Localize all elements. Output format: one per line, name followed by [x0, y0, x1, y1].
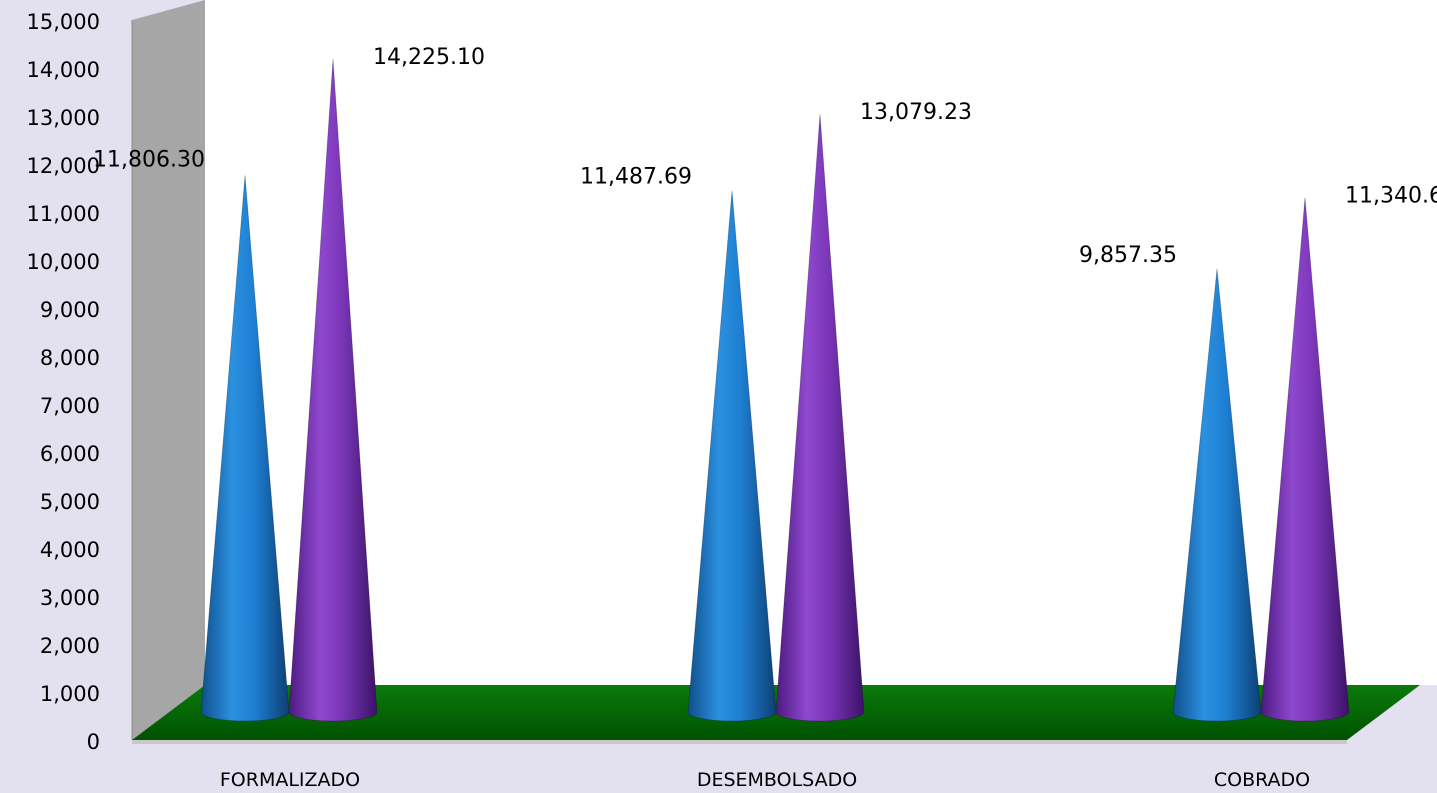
cone-mark: [200, 175, 290, 722]
y-tick-label: 10,000: [27, 250, 100, 274]
data-label: 14,225.10: [373, 45, 485, 70]
cone-body: [775, 114, 865, 722]
x-axis: FORMALIZADO DESEMBOLSADO COBRADO: [220, 769, 1310, 791]
cone-mark: [288, 59, 378, 722]
y-tick-label: 9,000: [40, 298, 100, 322]
data-label: 11,806.30: [93, 147, 205, 172]
y-tick-label: 14,000: [27, 58, 100, 82]
data-label: 11,487.69: [580, 165, 692, 190]
y-tick-label: 8,000: [40, 346, 100, 370]
y-tick-label: 3,000: [40, 586, 100, 610]
y-tick-label: 0: [87, 730, 100, 754]
cone-mark: [1260, 197, 1350, 722]
x-tick-label: DESEMBOLSADO: [697, 769, 857, 791]
y-tick-label: 2,000: [40, 634, 100, 658]
data-label: 11,340.68: [1345, 184, 1437, 209]
cone-body: [288, 59, 378, 722]
data-labels: 11,806.30 11,487.69 9,857.35 14,225.10 13,07…: [93, 45, 1437, 268]
y-tick-label: 1,000: [40, 682, 100, 706]
data-label: 9,857.35: [1079, 243, 1177, 268]
cone-mark: [687, 190, 777, 722]
y-tick-label: 11,000: [27, 202, 100, 226]
data-label: 13,079.23: [860, 100, 972, 125]
cone-body: [687, 190, 777, 722]
plot-floor: [132, 685, 1420, 740]
y-tick-label: 5,000: [40, 490, 100, 514]
cone-body: [1172, 268, 1262, 722]
plot-side-wall: [132, 0, 205, 740]
y-axis: 0 1,000 2,000 3,000 4,000 5,000 6,000 7,000 8,00…: [27, 10, 100, 754]
y-tick-label: 6,000: [40, 442, 100, 466]
plot-floor-edge: [132, 740, 1347, 744]
y-tick-label: 13,000: [27, 106, 100, 130]
cone-body: [200, 175, 290, 722]
y-tick-label: 12,000: [27, 154, 100, 178]
x-tick-label: FORMALIZADO: [220, 769, 360, 791]
y-tick-label: 4,000: [40, 538, 100, 562]
y-tick-label: 15,000: [27, 10, 100, 34]
y-tick-label: 7,000: [40, 394, 100, 418]
cone-mark: [775, 114, 865, 722]
cone-body: [1260, 197, 1350, 722]
cone-marks: [200, 59, 1350, 722]
x-tick-label: COBRADO: [1214, 769, 1310, 791]
cone-mark: [1172, 268, 1262, 722]
